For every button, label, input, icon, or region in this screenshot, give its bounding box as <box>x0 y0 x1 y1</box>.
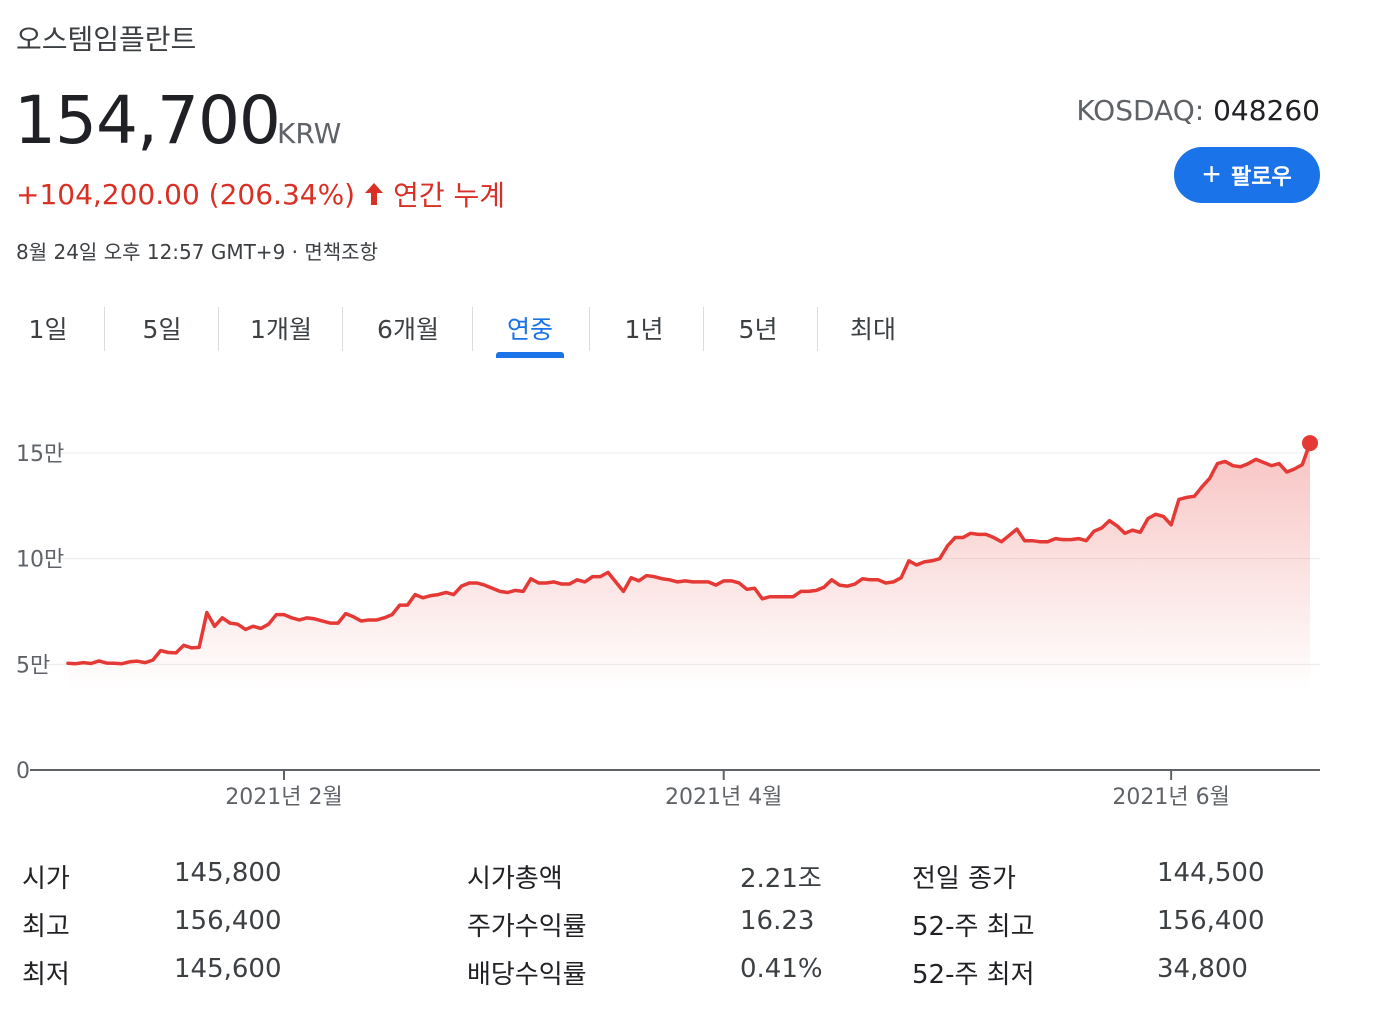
follow-button[interactable]: + 팔로우 <box>1174 147 1320 203</box>
range-tabs: 1일 5일 1개월 6개월 연중 1년 5년 최대 <box>0 300 940 360</box>
stat-high-label: 최고 <box>22 912 70 942</box>
exchange-name: KOSDAQ: <box>1076 94 1205 127</box>
stat-52w-high-label: 52-주 최고 <box>912 912 1035 942</box>
stat-low-label: 최저 <box>22 960 70 990</box>
arrow-up-icon <box>365 183 384 205</box>
y-tick-label: 0 <box>16 759 30 784</box>
price-area-fill <box>68 443 1310 690</box>
y-tick-label: 10만 <box>16 548 64 573</box>
stat-high-value: 156,400 <box>174 906 282 936</box>
tab-label: 최대 <box>849 315 896 344</box>
key-stats: 시가 145,800 최고 156,400 최저 145,600 시가총액 2.… <box>0 850 1374 1000</box>
timestamp-disclaimer: 8월 24일 오후 12:57 GMT+9 · 면책조항 <box>16 240 378 264</box>
change-value: +104,200.00 (206.34%) <box>16 177 356 211</box>
tab-label: 1년 <box>624 315 664 344</box>
price-line <box>66 441 1312 666</box>
tab-label: 연중 <box>506 315 553 344</box>
tab-divider <box>703 307 704 351</box>
follow-label: 팔로우 <box>1230 164 1292 189</box>
ticker-code: 048260 <box>1213 94 1320 127</box>
tab-divider <box>472 307 473 351</box>
tab-1m[interactable]: 1개월 <box>240 300 322 356</box>
y-tick-label: 15만 <box>16 442 64 467</box>
stat-market-cap-value: 2.21조 <box>740 864 822 894</box>
tab-6m[interactable]: 6개월 <box>366 300 450 356</box>
exchange-ticker: KOSDAQ: 048260 <box>1076 94 1320 127</box>
stat-52w-high-value: 156,400 <box>1157 906 1265 936</box>
stat-market-cap-label: 시가총액 <box>467 864 563 894</box>
currency-label: KRW <box>277 117 342 150</box>
tab-1d[interactable]: 1일 <box>16 300 80 356</box>
change-period: 연간 누계 <box>393 179 506 212</box>
plus-icon: + <box>1202 155 1221 192</box>
company-name: 오스템임플란트 <box>16 23 197 56</box>
tab-ytd[interactable]: 연중 <box>496 300 564 358</box>
stat-open-value: 145,800 <box>174 858 282 888</box>
stat-prev-close-label: 전일 종가 <box>912 864 1016 894</box>
tab-label: 5년 <box>738 315 778 344</box>
price-change: +104,200.00 (206.34%) 연간 누계 <box>16 174 505 214</box>
stat-dividend-value: 0.41% <box>740 954 823 984</box>
stat-52w-low-label: 52-주 최저 <box>912 960 1035 990</box>
stat-pe-value: 16.23 <box>740 906 815 936</box>
tab-5d[interactable]: 5일 <box>130 300 194 356</box>
stat-open-label: 시가 <box>22 864 70 894</box>
stat-dividend-label: 배당수익률 <box>467 960 587 990</box>
stat-pe-label: 주가수익률 <box>467 912 587 942</box>
current-price: 154,700 <box>14 82 281 159</box>
stat-low-value: 145,600 <box>174 954 282 984</box>
tab-1y[interactable]: 1년 <box>612 300 676 356</box>
x-tick-label: 2021년 4월 <box>665 785 782 810</box>
tab-label: 1일 <box>28 315 68 344</box>
latest-price-marker <box>1302 435 1318 452</box>
tab-divider <box>342 307 343 351</box>
tab-divider <box>589 307 590 351</box>
y-tick-label: 5만 <box>16 653 50 678</box>
tab-max[interactable]: 최대 <box>840 300 906 356</box>
tab-5y[interactable]: 5년 <box>726 300 790 356</box>
y-axis-labels: 0 5만 10만 15만 <box>16 442 64 784</box>
x-tick-label: 2021년 2월 <box>225 785 342 810</box>
active-tab-indicator <box>496 352 564 358</box>
stat-prev-close-value: 144,500 <box>1157 858 1265 888</box>
x-tick-label: 2021년 6월 <box>1112 785 1229 810</box>
tab-label: 1개월 <box>250 315 312 344</box>
tab-divider <box>104 307 105 351</box>
tab-divider <box>218 307 219 351</box>
tab-label: 5일 <box>142 315 182 344</box>
stat-52w-low-value: 34,800 <box>1157 954 1248 984</box>
tab-label: 6개월 <box>377 315 439 344</box>
tab-divider <box>817 307 818 351</box>
